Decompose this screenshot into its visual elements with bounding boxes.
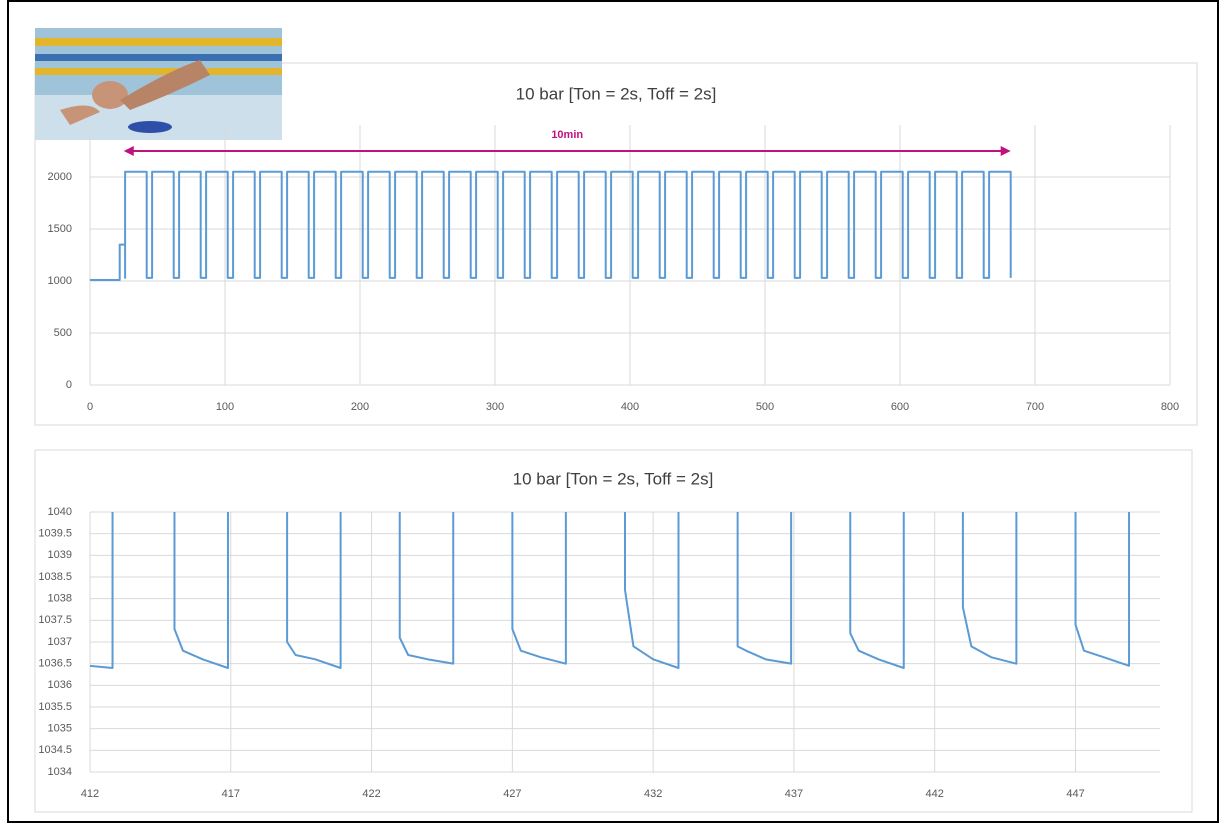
x-tick-label: 417 [222,788,240,800]
chart-title: 10 bar [Ton = 2s, Toff = 2s] [513,469,714,488]
screenshot: 10 bar [Ton = 2s, Toff = 2s]050010001500… [0,0,1226,830]
x-tick-label: 0 [87,401,93,413]
y-tick-label: 1000 [48,275,72,287]
annotation-label: 10min [551,129,583,141]
x-tick-label: 500 [756,401,774,413]
y-tick-label: 1039 [48,549,72,561]
x-tick-label: 442 [926,788,944,800]
x-tick-label: 447 [1066,788,1084,800]
page: 10 bar [Ton = 2s, Toff = 2s]050010001500… [0,0,1226,830]
y-tick-label: 500 [54,327,72,339]
x-tick-label: 600 [891,401,909,413]
y-tick-label: 1034.5 [38,744,72,756]
chart-title: 10 bar [Ton = 2s, Toff = 2s] [516,84,717,103]
x-tick-label: 427 [503,788,521,800]
chart-panel [35,450,1192,812]
y-tick-label: 0 [66,379,72,391]
y-tick-label: 1036.5 [38,658,72,670]
y-tick-label: 1039.5 [38,528,72,540]
x-tick-label: 700 [1026,401,1044,413]
x-tick-label: 800 [1161,401,1179,413]
x-tick-label: 432 [644,788,662,800]
y-tick-label: 1038 [48,593,72,605]
y-tick-label: 1034 [48,766,72,778]
y-tick-label: 1500 [48,223,72,235]
swimmer-photo [35,28,282,140]
x-tick-label: 200 [351,401,369,413]
y-tick-label: 1035.5 [38,701,72,713]
x-tick-label: 437 [785,788,803,800]
x-tick-label: 400 [621,401,639,413]
y-tick-label: 1038.5 [38,571,72,583]
y-tick-label: 1037 [48,636,72,648]
y-tick-label: 1040 [48,506,72,518]
x-tick-label: 412 [81,788,99,800]
x-tick-label: 100 [216,401,234,413]
x-tick-label: 422 [362,788,380,800]
y-tick-label: 1037.5 [38,614,72,626]
y-tick-label: 1035 [48,723,72,735]
y-tick-label: 1036 [48,679,72,691]
y-tick-label: 2000 [48,171,72,183]
x-tick-label: 300 [486,401,504,413]
